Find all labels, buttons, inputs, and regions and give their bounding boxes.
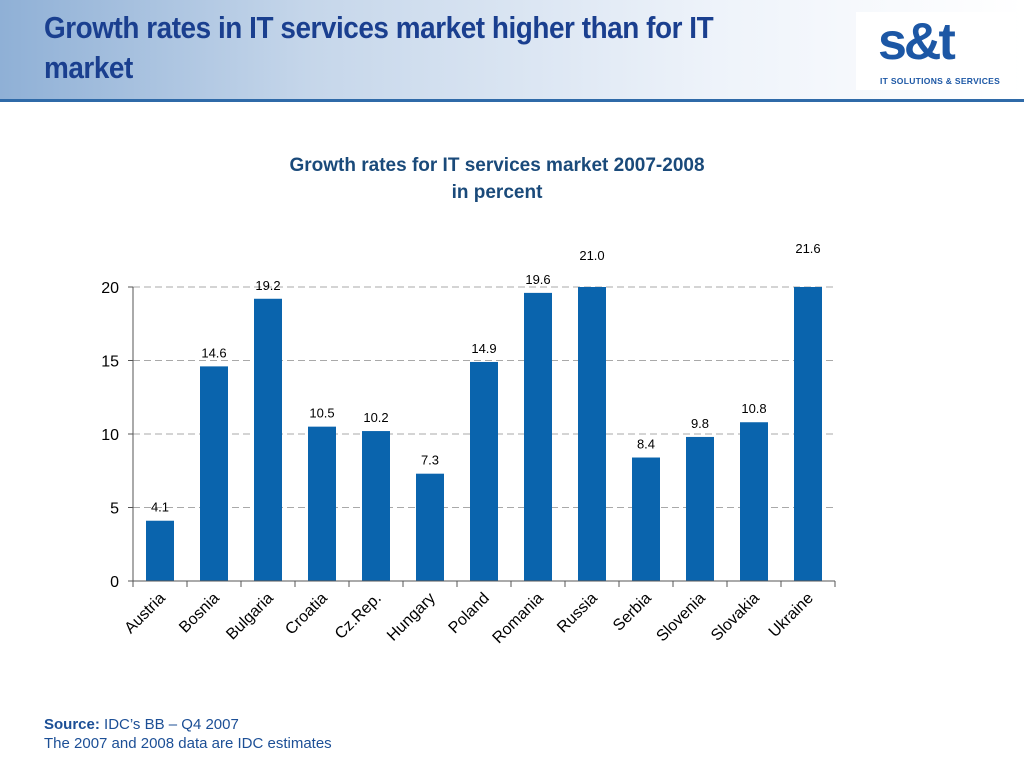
bar-ukraine [794,287,822,581]
source-line: Source: IDC’s BB – Q4 2007 [44,715,332,734]
data-label: 21.0 [579,248,604,263]
x-tick-label: Bulgaria [223,590,277,644]
data-label: 10.2 [363,410,388,425]
x-tick-label: Cz.Rep. [332,590,385,643]
y-tick-label: 5 [110,501,119,518]
slide-title: Growth rates in IT services market highe… [44,10,714,85]
bar-austria [146,520,174,581]
data-label: 14.6 [201,345,226,360]
source-note: Source: IDC’s BB – Q4 2007 The 2007 and … [44,715,332,753]
chart-title: Growth rates for IT services market 2007… [200,152,794,206]
x-tick-label: Russia [554,590,601,637]
bar-slovakia [740,422,768,581]
bar-czrep [362,431,390,581]
logo-mark: s&t [878,13,956,71]
logo-tagline: IT SOLUTIONS & SERVICES [880,76,1001,86]
x-tick-label: Croatia [282,590,331,639]
data-label: 14.9 [471,341,496,356]
source-label: Source: [44,716,100,733]
x-tick-label: Romania [490,590,547,647]
company-logo: s&t IT SOLUTIONS & SERVICES [856,12,1016,90]
bar-hungary [416,473,444,581]
data-label: 8.4 [637,437,655,452]
x-tick-label: Serbia [610,590,655,635]
x-tick-label: Ukraine [766,590,817,641]
bar-slovenia [686,436,714,581]
y-tick-label: 15 [101,354,119,371]
chart-title-line-1: Growth rates for IT services market 2007… [289,155,705,176]
x-tick-label: Slovenia [653,590,708,645]
y-tick-label: 0 [110,574,119,591]
estimate-note: The 2007 and 2008 data are IDC estimates [44,735,332,752]
data-label: 4.1 [151,500,169,515]
bar-bulgaria [254,298,282,581]
data-label: 9.8 [691,416,709,431]
bar-croatia [308,426,336,581]
x-tick-label: Poland [446,590,493,637]
y-tick-label: 20 [101,280,119,297]
bar-russia [578,287,606,581]
x-tick-label: Austria [122,590,169,637]
slide-header [0,0,1024,102]
data-label: 10.5 [309,406,334,421]
source-text: IDC’s BB – Q4 2007 [104,716,239,733]
bar-serbia [632,457,660,581]
x-tick-label: Hungary [384,590,439,645]
data-label: 19.6 [525,272,550,287]
y-tick-label: 10 [101,427,119,444]
x-tick-label: Slovakia [708,590,763,645]
header-divider [0,99,1024,102]
chart-title-line-2: in percent [451,182,543,203]
data-label: 10.8 [741,401,766,416]
bar-romania [524,292,552,581]
bar-bosnia [200,366,228,581]
data-label: 7.3 [421,453,439,468]
data-label: 21.6 [795,241,820,256]
data-label: 19.2 [255,278,280,293]
x-tick-label: Bosnia [176,590,223,637]
bar-poland [470,361,498,581]
